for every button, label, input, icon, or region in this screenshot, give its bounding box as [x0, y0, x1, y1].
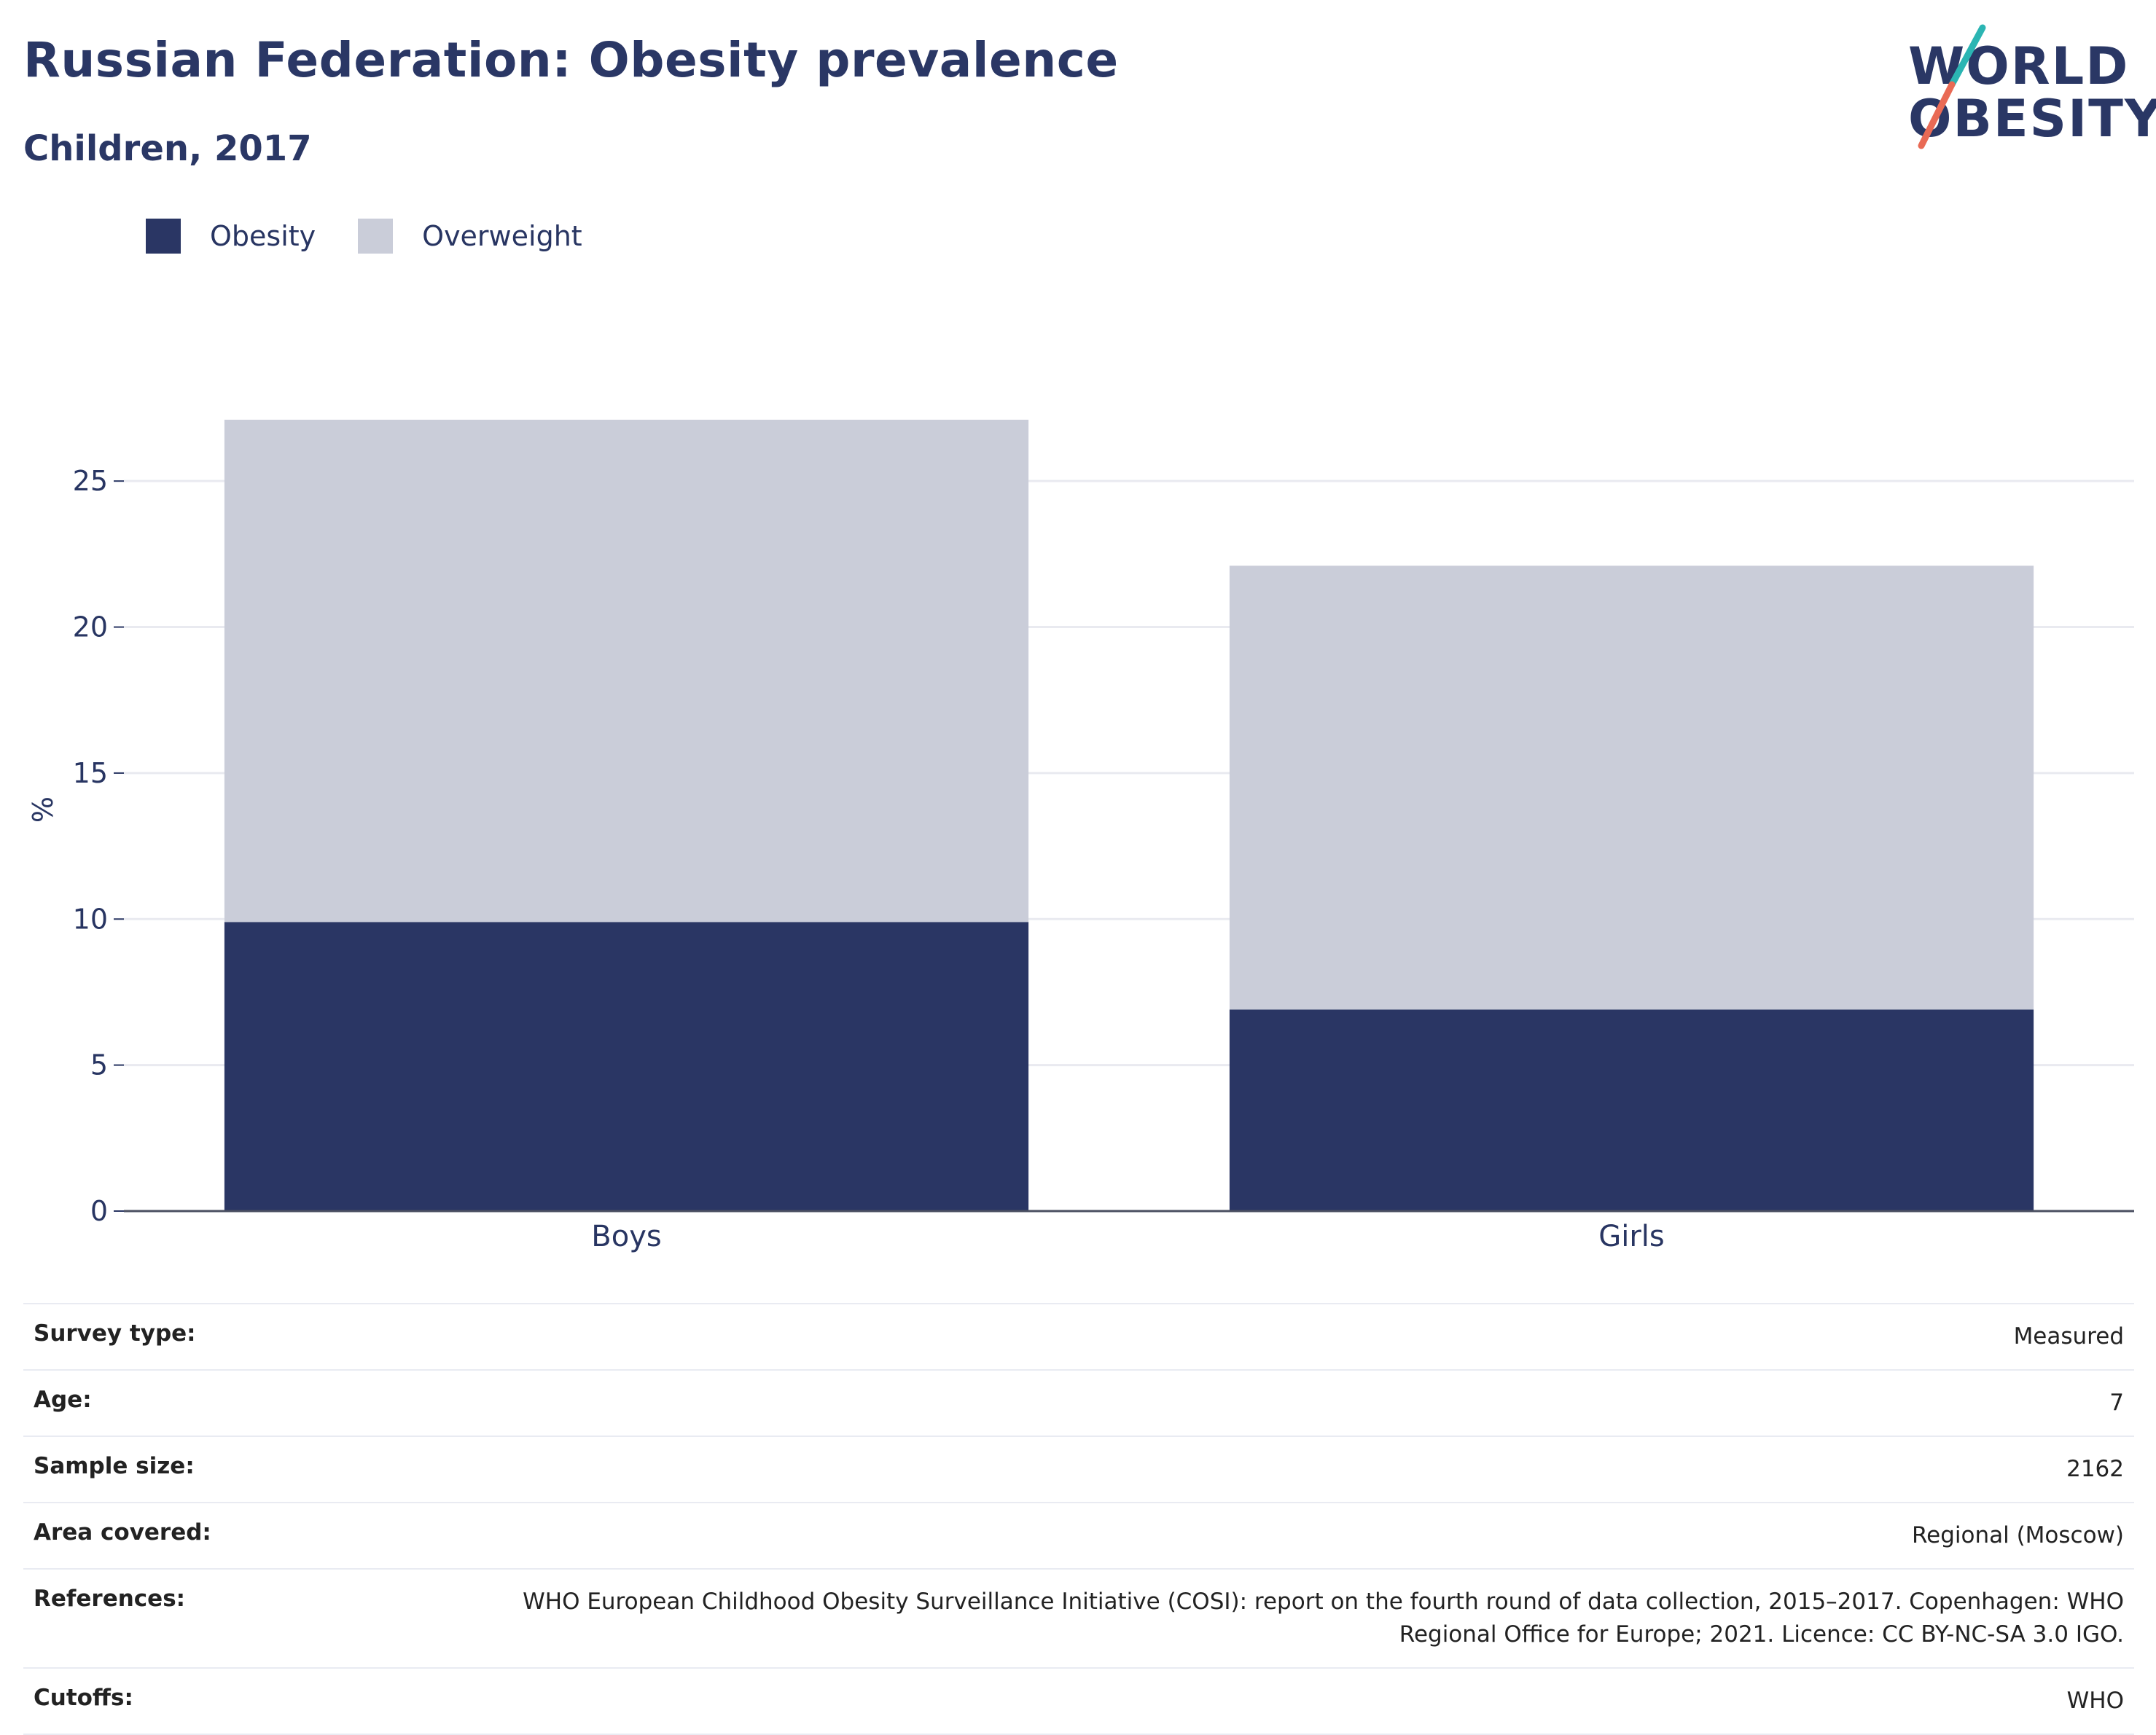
info-row: Age: 7: [23, 1368, 2134, 1436]
bar-chart: 0 5 10 15 20 25% Boys Girls: [27, 420, 2134, 1253]
info-row: Survey type: Measured: [23, 1303, 2134, 1369]
info-row-label: Cutoffs:: [34, 1684, 133, 1711]
x-tick-label-girls: Girls: [1598, 1220, 1665, 1253]
legend-swatch-overweight: [358, 219, 394, 254]
info-row: Area covered: Regional (Moscow): [23, 1501, 2134, 1568]
legend-item-overweight[interactable]: Overweight: [358, 219, 582, 254]
info-row-value: Measured: [2013, 1323, 2124, 1350]
y-tick-label: 15: [73, 757, 108, 789]
y-tick-label: 5: [90, 1049, 108, 1081]
bar-overweight-boys: [224, 420, 1029, 923]
info-row-value: 7: [2109, 1389, 2124, 1416]
x-tick-label-boys: Boys: [591, 1220, 661, 1253]
info-row: Sample size: 2162: [23, 1435, 2134, 1502]
y-axis-label: %: [27, 796, 59, 823]
info-row-label: Sample size:: [34, 1452, 195, 1479]
y-tick-label: 10: [73, 903, 108, 935]
survey-info-table: Survey type: Measured Age: 7 Sample size: 216…: [23, 1303, 2134, 1735]
y-tick-label: 20: [73, 611, 108, 643]
info-row-value: WHO: [2066, 1687, 2124, 1714]
bar-obesity-boys: [224, 922, 1029, 1211]
logo-slash-icon: [1918, 24, 1986, 149]
chart-title: Russian Federation: Obesity prevalence: [23, 32, 1119, 88]
legend-swatch-obesity: [146, 219, 181, 254]
bar-obesity-girls: [1229, 1009, 2034, 1211]
world-obesity-logo: WORLD OBESITY: [1895, 20, 2156, 159]
info-row-label: Area covered:: [34, 1519, 211, 1546]
logo-text-world: WORLD: [1908, 36, 2130, 96]
info-row-value: WHO European Childhood Obesity Surveilla…: [523, 1588, 2124, 1648]
bar-overweight-girls: [1229, 565, 2034, 1010]
info-row-label: References:: [34, 1585, 186, 1612]
info-row-value: Regional (Moscow): [1911, 1521, 2124, 1548]
legend-label-overweight: Overweight: [422, 220, 582, 252]
chart-legend: Obesity Overweight: [146, 219, 625, 254]
y-tick-label: 0: [90, 1195, 108, 1227]
legend-item-obesity[interactable]: Obesity: [146, 219, 316, 254]
y-tick-label: 25: [73, 465, 108, 497]
chart-subtitle: Children, 2017: [23, 128, 312, 169]
info-row: Cutoffs: WHO: [23, 1667, 2134, 1735]
logo-text-obesity: OBESITY: [1908, 89, 2156, 149]
info-row-label: Survey type:: [34, 1320, 196, 1347]
info-row: References: WHO European Childhood Obesit…: [23, 1567, 2134, 1667]
info-row-value: 2162: [2066, 1455, 2124, 1482]
info-row-label: Age:: [34, 1386, 92, 1413]
legend-label-obesity: Obesity: [210, 220, 316, 252]
